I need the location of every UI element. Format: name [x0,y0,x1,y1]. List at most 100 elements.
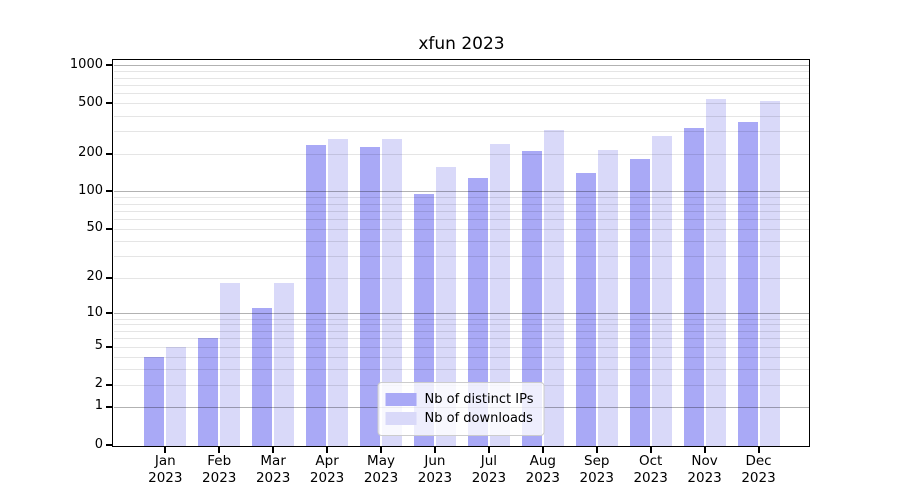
x-tick-label-jun: Jun 2023 [417,453,453,486]
bar-downloads-aug [543,130,564,446]
gridline-minor-70 [114,210,809,212]
bar-downloads-mar [274,283,295,446]
gridline-minor-900 [114,71,809,73]
x-tick-label-sep: Sep 2023 [579,453,614,486]
x-tick-mark-feb [218,447,221,453]
gridline-major-100 [114,191,809,193]
x-tick-mark-jul [487,447,490,453]
gridline-minor-500 [114,103,809,105]
gridline-major-10 [114,313,809,315]
y-tick-mark-1000 [106,64,112,67]
legend-swatch-downloads [385,412,417,425]
x-tick-mark-mar [272,447,275,453]
bar-downloads-apr [328,139,349,446]
gridline-minor-40 [114,240,809,242]
y-tick-label-500: 500 [78,94,103,110]
gridline-minor-400 [114,115,809,117]
gridline-minor-20 [114,277,809,279]
x-tick-mark-nov [703,447,706,453]
x-tick-label-may: May 2023 [363,453,399,486]
gridline-minor-90 [114,197,809,199]
y-tick-label-10: 10 [86,304,103,320]
gridline-minor-3 [114,368,809,370]
gridline-minor-200 [114,153,809,155]
x-tick-label-dec: Dec 2023 [741,453,776,486]
bar-ips-jan [144,356,165,446]
y-tick-mark-50 [106,227,112,230]
gridline-minor-5 [114,346,809,348]
bar-ips-may [360,147,381,446]
x-tick-label-mar: Mar 2023 [255,453,291,486]
bar-ips-jul [467,178,488,446]
y-tick-mark-100 [106,190,112,193]
x-tick-label-feb: Feb 2023 [202,453,237,486]
gridline-minor-6 [114,338,809,340]
gridline-minor-700 [114,85,809,87]
bar-ips-feb [198,338,219,446]
gridline-minor-600 [114,93,809,95]
y-tick-mark-200 [106,152,112,155]
bar-downloads-feb [220,283,241,446]
x-tick-mark-oct [649,447,652,453]
x-tick-label-nov: Nov 2023 [687,453,722,486]
legend-label-downloads: Nb of downloads [424,411,533,426]
y-tick-mark-1 [106,405,112,408]
x-tick-mark-sep [595,447,598,453]
bar-downloads-nov [705,99,726,446]
y-tick-label-200: 200 [78,145,103,161]
legend-label-distinct-ips: Nb of distinct IPs [424,392,534,407]
y-tick-label-1: 1 [94,398,103,414]
x-tick-label-aug: Aug 2023 [525,453,560,486]
bar-downloads-dec [759,101,780,446]
y-tick-label-5: 5 [94,338,103,354]
x-tick-mark-aug [541,447,544,453]
gridline-minor-50 [114,228,809,230]
y-tick-mark-2 [106,383,112,386]
x-tick-mark-jun [433,447,436,453]
y-tick-mark-10 [106,312,112,315]
gridline-minor-300 [114,131,809,133]
bar-downloads-oct [651,135,672,446]
y-tick-label-0: 0 [94,436,103,452]
legend-item-downloads: Nb of downloads [385,410,534,427]
gridline-minor-7 [114,330,809,332]
bar-ips-dec [737,122,758,446]
gridline-major-1000 [114,65,809,67]
bar-ips-apr [306,145,327,446]
y-tick-label-1000: 1000 [69,56,103,72]
bar-downloads-may [382,139,403,446]
x-tick-mark-may [380,447,383,453]
y-tick-mark-500 [106,102,112,105]
x-tick-mark-apr [326,447,329,453]
gridline-minor-8 [114,324,809,326]
y-tick-mark-5 [106,345,112,348]
bar-downloads-jul [489,143,510,446]
gridline-minor-30 [114,256,809,258]
x-tick-mark-jan [164,447,167,453]
y-tick-mark-0 [106,444,112,446]
chart-title: xfun 2023 [418,34,505,54]
bar-downloads-jan [166,346,187,446]
bar-ips-mar [252,308,273,446]
gridline-minor-9 [114,318,809,320]
x-tick-mark-dec [757,447,760,453]
x-tick-label-apr: Apr 2023 [309,453,345,486]
bar-ips-oct [629,159,650,446]
gridline-minor-80 [114,203,809,205]
legend: Nb of distinct IPs Nb of downloads [377,382,545,436]
bar-downloads-jun [435,166,456,446]
y-tick-label-50: 50 [86,220,103,236]
y-tick-label-20: 20 [86,269,103,285]
legend-item-distinct-ips: Nb of distinct IPs [385,391,534,408]
y-tick-mark-20 [106,276,112,279]
gridline-minor-60 [114,219,809,221]
bar-downloads-sep [597,149,618,446]
bar-ips-sep [575,173,596,446]
legend-swatch-distinct-ips [385,393,417,406]
y-tick-label-100: 100 [78,182,103,198]
x-tick-label-oct: Oct 2023 [633,453,668,486]
y-tick-label-2: 2 [94,376,103,392]
gridline-minor-4 [114,356,809,358]
bar-ips-aug [521,150,542,446]
